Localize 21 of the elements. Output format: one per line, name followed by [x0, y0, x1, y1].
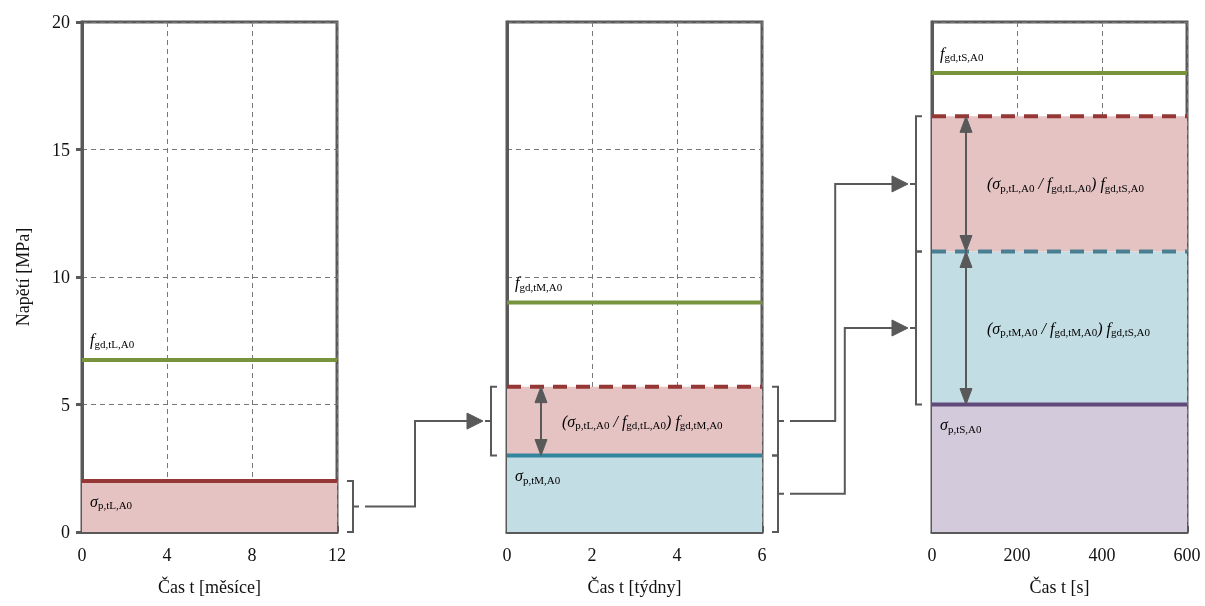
x-tick-label: 0: [502, 545, 512, 565]
y-axis-title: Napětí [MPa]: [13, 227, 33, 327]
x-axis-title: Čas t [týdny]: [587, 576, 682, 597]
y-tick-label: 5: [61, 394, 70, 415]
x-tick-label: 600: [1173, 545, 1201, 565]
y-tick-label: 0: [61, 522, 70, 542]
x-tick-label: 0: [927, 545, 937, 565]
x-tick-label: 4: [162, 545, 172, 565]
y-tick-label: 20: [52, 12, 70, 32]
x-axis-title: Čas t [s]: [1029, 576, 1090, 597]
y-tick-label: 10: [52, 267, 70, 287]
x-tick-label: 2: [587, 545, 597, 565]
x-axis-title: Čas t [měsíce]: [158, 576, 261, 597]
x-tick-label: 6: [757, 545, 767, 565]
x-tick-label: 4: [672, 545, 682, 565]
x-tick-label: 200: [1003, 545, 1031, 565]
x-tick-label: 0: [77, 545, 87, 565]
x-tick-label: 8: [247, 545, 257, 565]
x-tick-label: 400: [1088, 545, 1116, 565]
y-tick-label: 15: [52, 139, 70, 160]
x-tick-label: 12: [328, 545, 346, 565]
